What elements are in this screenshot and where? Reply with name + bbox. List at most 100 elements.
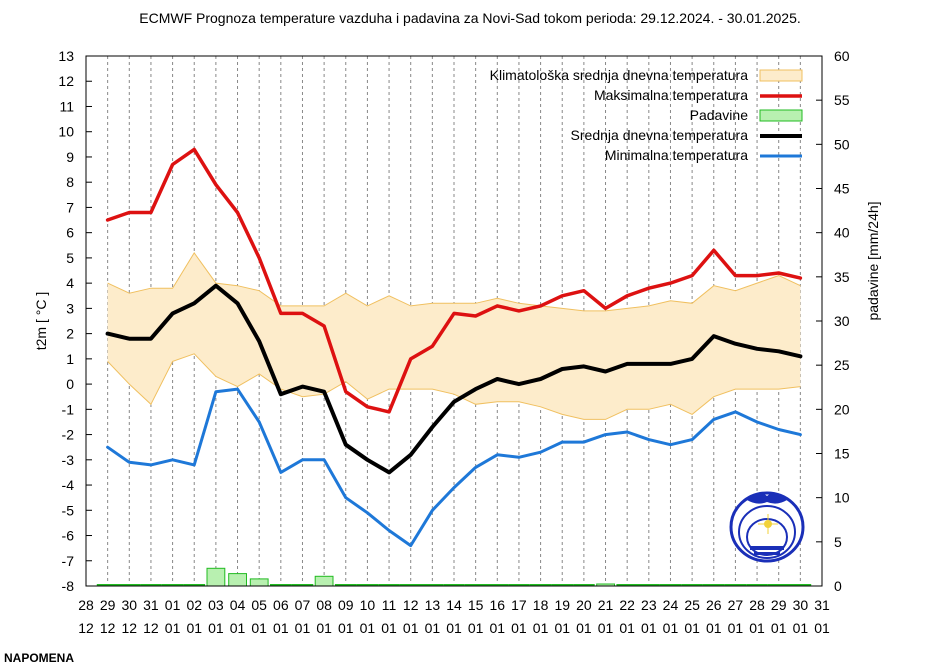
x-tick-month-label: 12: [122, 620, 138, 636]
y-tick-label: 12: [58, 73, 74, 89]
x-tick-day-label: 24: [663, 597, 679, 613]
x-tick-day-label: 17: [511, 597, 527, 613]
x-tick-month-label: 01: [403, 620, 419, 636]
x-tick-month-label: 01: [425, 620, 441, 636]
x-tick-month-label: 01: [230, 620, 246, 636]
y-tick-label: 10: [58, 124, 74, 140]
y2-tick-label: 0: [834, 578, 842, 594]
y-tick-label: 2: [66, 326, 74, 342]
y2-axis-title: padavine [mm/24h]: [865, 201, 881, 320]
x-tick-month-label: 01: [619, 620, 635, 636]
y2-tick-label: 35: [834, 269, 850, 285]
y2-tick-label: 15: [834, 446, 850, 462]
x-tick-day-label: 05: [251, 597, 267, 613]
x-tick-month-label: 01: [338, 620, 354, 636]
y2-tick-label: 50: [834, 136, 850, 152]
x-tick-month-label: 01: [598, 620, 614, 636]
y-tick-label: -3: [62, 452, 75, 468]
precipitation-bar: [228, 573, 247, 587]
y-tick-label: -7: [62, 553, 75, 569]
y2-tick-label: 40: [834, 225, 850, 241]
x-tick-day-label: 15: [468, 597, 484, 613]
y2-tick-label: 55: [834, 92, 850, 108]
y-tick-label: 8: [66, 174, 74, 190]
x-tick-day-label: 30: [793, 597, 809, 613]
legend-label: Klimatološka srednja dnevna temperatura: [490, 67, 749, 83]
x-tick-month-label: 01: [381, 620, 397, 636]
y-tick-label: 3: [66, 300, 74, 316]
x-tick-day-label: 20: [576, 597, 592, 613]
y2-tick-label: 30: [834, 313, 850, 329]
y-tick-label: -8: [62, 578, 75, 594]
footer-note: NAPOMENA: [4, 651, 75, 665]
x-tick-day-label: 08: [316, 597, 332, 613]
legend-label: Padavine: [690, 107, 749, 123]
x-tick-day-label: 11: [382, 597, 397, 613]
x-tick-month-label: 01: [706, 620, 722, 636]
x-tick-day-label: 01: [165, 597, 181, 613]
x-tick-day-label: 28: [749, 597, 765, 613]
x-tick-month-label: 01: [208, 620, 224, 636]
x-tick-month-label: 01: [360, 620, 376, 636]
y-axis-title: t2m [ °C ]: [33, 292, 49, 351]
x-tick-day-label: 07: [295, 597, 311, 613]
legend-label: Srednja dnevna temperatura: [571, 127, 749, 143]
x-tick-day-label: 29: [771, 597, 787, 613]
legend-swatch-precipitation: [759, 109, 803, 122]
x-tick-month-label: 01: [316, 620, 332, 636]
y-tick-label: 11: [59, 98, 74, 114]
y-tick-label: 5: [66, 250, 74, 266]
y-tick-label: 6: [66, 225, 74, 241]
x-tick-month-label: 01: [446, 620, 462, 636]
x-tick-month-label: 01: [468, 620, 484, 636]
x-tick-day-label: 22: [619, 597, 635, 613]
x-tick-month-label: 01: [793, 620, 809, 636]
y2-tick-label: 10: [834, 490, 850, 506]
x-tick-month-label: 01: [251, 620, 267, 636]
x-tick-month-label: 01: [749, 620, 765, 636]
x-tick-month-label: 12: [143, 620, 159, 636]
y-tick-label: -6: [62, 528, 75, 544]
x-tick-day-label: 06: [273, 597, 289, 613]
precipitation-bar: [314, 575, 334, 587]
chart-title: ECMWF Prognoza temperature vazduha i pad…: [139, 10, 801, 26]
y-tick-label: 7: [66, 199, 74, 215]
x-tick-month-label: 01: [295, 620, 311, 636]
x-tick-day-label: 13: [425, 597, 441, 613]
precipitation-bar: [206, 567, 226, 587]
x-tick-day-label: 23: [641, 597, 657, 613]
minimalna-temperatura-line: [106, 387, 802, 548]
x-tick-month-label: 01: [533, 620, 549, 636]
x-tick-day-label: 16: [490, 597, 506, 613]
x-tick-day-label: 21: [598, 597, 614, 613]
x-tick-month-label: 01: [186, 620, 202, 636]
x-tick-month-label: 12: [100, 620, 116, 636]
x-tick-day-label: 31: [143, 597, 159, 613]
x-tick-month-label: 01: [554, 620, 570, 636]
x-tick-day-label: 10: [360, 597, 376, 613]
y2-tick-label: 20: [834, 401, 850, 417]
x-tick-month-label: 01: [576, 620, 592, 636]
y2-tick-label: 5: [834, 534, 842, 550]
x-tick-month-label: 12: [78, 620, 94, 636]
x-tick-day-label: 27: [728, 597, 744, 613]
y2-tick-label: 25: [834, 357, 850, 373]
x-tick-day-label: 04: [230, 597, 246, 613]
x-tick-month-label: 01: [641, 620, 657, 636]
x-tick-month-label: 01: [814, 620, 830, 636]
y-tick-label: 1: [66, 351, 74, 367]
x-tick-month-label: 01: [663, 620, 679, 636]
srednja-dnevna-temperatura-line: [105, 283, 803, 475]
y-tick-label: 0: [66, 376, 74, 392]
x-tick-day-label: 02: [186, 597, 202, 613]
y-tick-label: -1: [62, 401, 75, 417]
climatology-band: [107, 252, 801, 420]
x-tick-day-label: 03: [208, 597, 224, 613]
x-tick-day-label: 30: [122, 597, 138, 613]
y-tick-label: 4: [66, 275, 74, 291]
x-tick-month-label: 01: [273, 620, 289, 636]
x-tick-day-label: 14: [446, 597, 462, 613]
y-tick-label: 9: [66, 149, 74, 165]
